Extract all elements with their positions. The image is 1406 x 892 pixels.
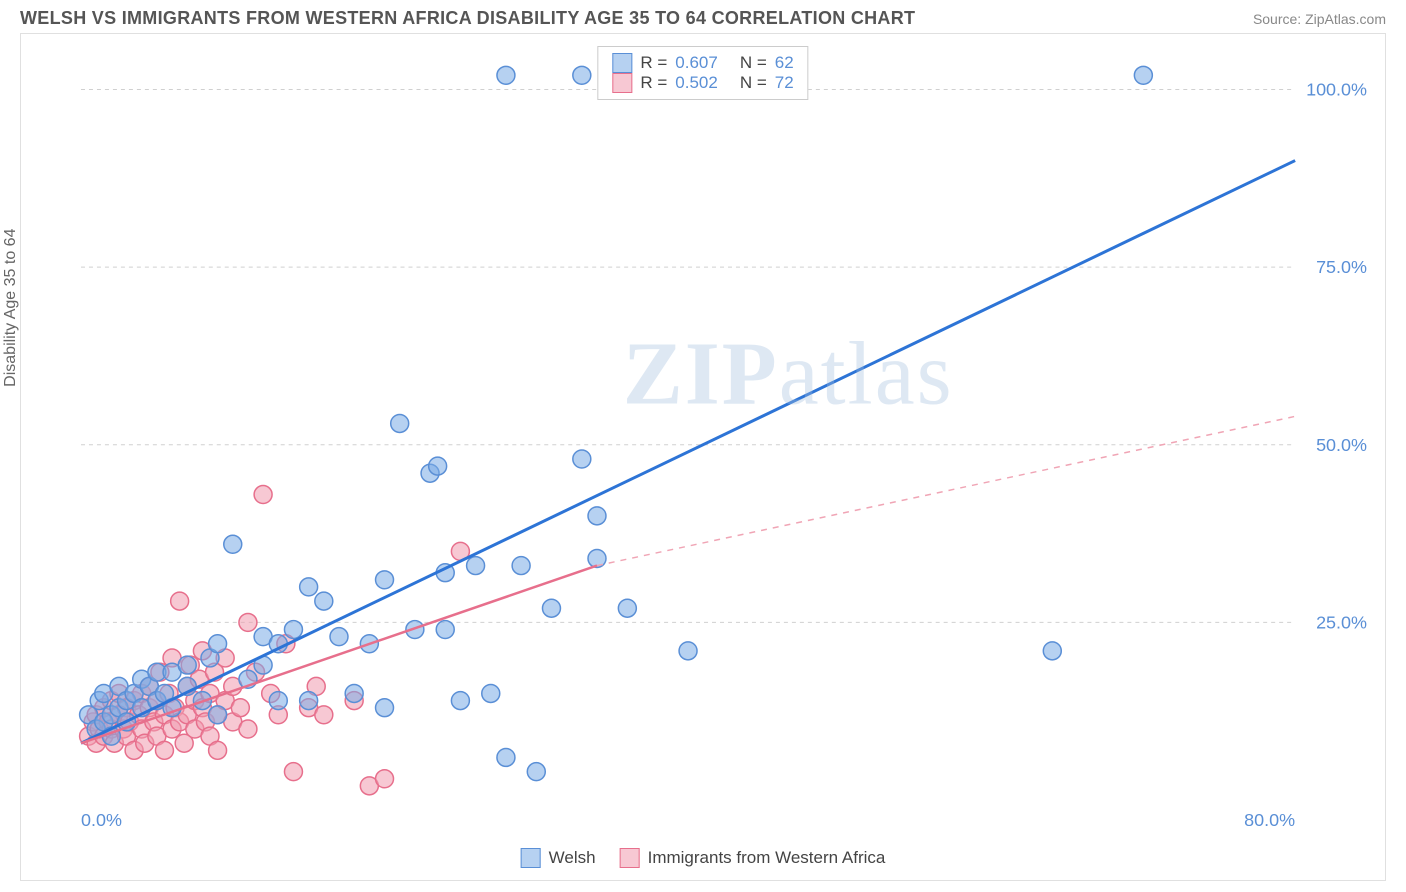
legend-stats: R = 0.607 N = 62 R = 0.502 N = 72 <box>597 46 808 100</box>
y-axis-label: Disability Age 35 to 64 <box>2 229 20 387</box>
legend-n-label: N = <box>740 53 767 73</box>
svg-text:75.0%: 75.0% <box>1316 257 1367 277</box>
svg-text:100.0%: 100.0% <box>1306 79 1367 99</box>
legend-r-label: R = <box>640 73 667 93</box>
legend-n-value: 62 <box>775 53 794 73</box>
legend-stats-row: R = 0.607 N = 62 <box>612 53 793 73</box>
legend-label: Immigrants from Western Africa <box>648 848 886 868</box>
plot-area: 25.0%50.0%75.0%100.0%0.0%80.0% ZIPatlas <box>71 44 1375 830</box>
chart-source: Source: ZipAtlas.com <box>1253 11 1386 27</box>
legend-n-value: 72 <box>775 73 794 93</box>
legend-n-label: N = <box>740 73 767 93</box>
legend-label: Welsh <box>549 848 596 868</box>
legend-r-label: R = <box>640 53 667 73</box>
legend-swatch-pink <box>612 73 632 93</box>
legend-swatch-blue <box>521 848 541 868</box>
svg-text:50.0%: 50.0% <box>1316 435 1367 455</box>
legend-swatch-blue <box>612 53 632 73</box>
legend-r-value: 0.502 <box>675 73 718 93</box>
legend-series: Welsh Immigrants from Western Africa <box>521 848 886 868</box>
svg-text:25.0%: 25.0% <box>1316 612 1367 632</box>
chart-header: WELSH VS IMMIGRANTS FROM WESTERN AFRICA … <box>0 0 1406 33</box>
chart-container: Disability Age 35 to 64 25.0%50.0%75.0%1… <box>20 33 1386 881</box>
legend-stats-row: R = 0.502 N = 72 <box>612 73 793 93</box>
legend-swatch-pink <box>620 848 640 868</box>
svg-text:80.0%: 80.0% <box>1244 810 1295 830</box>
legend-item-welsh: Welsh <box>521 848 596 868</box>
svg-text:0.0%: 0.0% <box>81 810 122 830</box>
legend-r-value: 0.607 <box>675 53 718 73</box>
chart-title: WELSH VS IMMIGRANTS FROM WESTERN AFRICA … <box>20 8 915 29</box>
legend-item-immigrants: Immigrants from Western Africa <box>620 848 886 868</box>
scatter-plot-svg: 25.0% 50.0% 75.0% 100.0% 0.0% 80.0% <box>71 44 1375 830</box>
